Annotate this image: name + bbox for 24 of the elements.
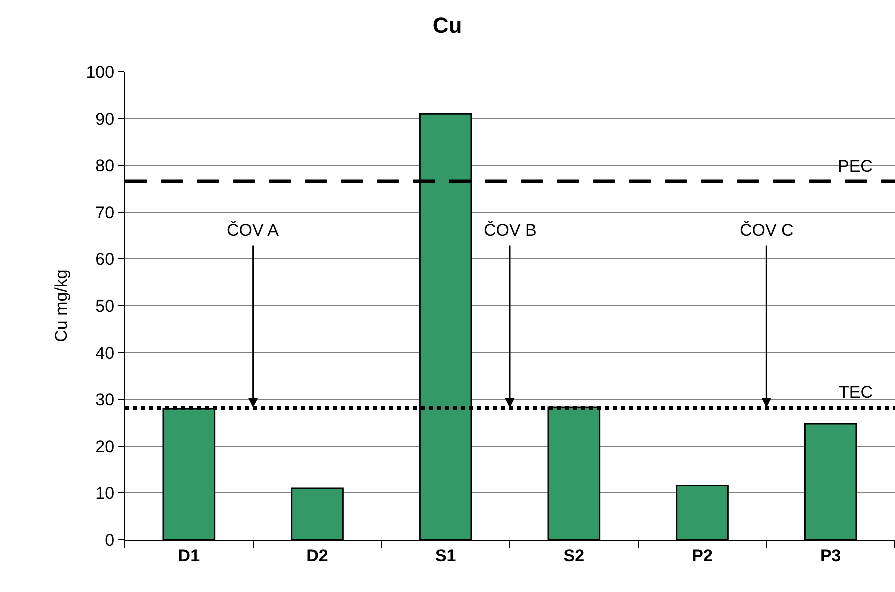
- x-tick-label: P2: [692, 546, 713, 566]
- x-tick-label: S2: [564, 546, 585, 566]
- x-tick-label: P3: [820, 546, 842, 566]
- y-tick-label: 0: [105, 530, 115, 550]
- x-tick-label: D1: [178, 546, 200, 566]
- annotation: ČOV B: [484, 221, 537, 240]
- annotation: ČOV C: [740, 221, 794, 240]
- y-tick-label: 30: [96, 390, 115, 410]
- y-tick-label: 20: [96, 437, 115, 456]
- x-tick-label: D2: [306, 546, 328, 566]
- ref-line-label: TEC: [839, 383, 873, 402]
- chart-title: Cu: [432, 13, 462, 38]
- y-tick-label: 70: [96, 203, 115, 222]
- y-tick-label: 10: [96, 484, 115, 504]
- y-tick-label: 40: [96, 344, 115, 363]
- y-tick-label: 80: [96, 156, 115, 176]
- x-tick-label: S1: [435, 546, 456, 566]
- y-tick-label: 50: [96, 296, 115, 316]
- y-tick-label: 90: [96, 110, 115, 129]
- y-axis-title: Cu mg/kg: [52, 270, 71, 342]
- ref-line-label: PEC: [838, 157, 873, 176]
- annotation: ČOV A: [227, 221, 280, 240]
- y-tick-label: 60: [96, 250, 115, 270]
- y-tick-label: 100: [86, 62, 115, 82]
